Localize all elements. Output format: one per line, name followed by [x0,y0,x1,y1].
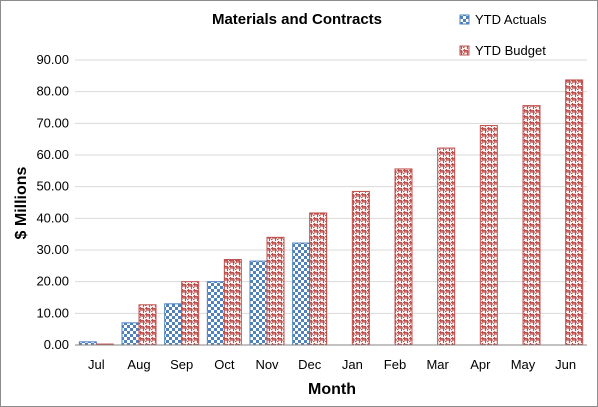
legend-item-budget: YTD Budget [459,43,546,58]
y-tick-label: 10.00 [36,305,69,320]
legend-item-actuals: YTD Actuals [459,12,547,27]
y-tick-label: 60.00 [36,147,69,162]
x-tick-label: Nov [255,357,279,372]
x-tick-label: Mar [426,357,449,372]
legend-swatch-budget [459,45,470,56]
y-tick-label: 40.00 [36,210,69,225]
bar-budget-feb [394,168,413,346]
bar-budget-mar [437,147,456,346]
x-tick-label: Jun [555,357,576,372]
y-axis-title: $ Millions [13,166,30,239]
legend-swatch-actuals [459,14,470,25]
legend-label-actuals: YTD Actuals [475,12,547,27]
legend-label-budget: YTD Budget [475,43,546,58]
y-tick-label: 50.00 [36,179,69,194]
bar-actuals-oct [206,281,225,346]
bar-budget-sep [181,281,200,346]
y-tick-label: 30.00 [36,242,69,257]
x-tick-label: Feb [384,357,406,372]
x-tick-labels: Jul Aug Sep Oct Nov Dec Jan Feb Mar Apr May Jun [88,357,576,372]
y-tick-label: 80.00 [36,84,69,99]
x-tick-label: Oct [214,357,235,372]
bar-budget-aug [138,304,157,346]
y-tick-label: 20.00 [36,274,69,289]
chart-title: Materials and Contracts [212,11,382,28]
x-tick-label: May [511,357,536,372]
y-tick-labels: 0.00 10.00 20.00 30.00 40.00 50.00 60.00 70.00 8… [36,52,69,352]
gridlines [75,59,587,314]
bar-actuals-dec [292,242,311,346]
bar-budget-apr [479,125,498,346]
x-tick-label: Sep [170,357,193,372]
bar-budget-may [522,105,541,346]
bar-budget-nov [266,236,285,346]
x-tick-label: Jan [342,357,363,372]
bar-budget-jan [351,190,370,346]
bar-actuals-aug [121,322,140,346]
legend: YTD Actuals YTD Budget [459,12,547,58]
bar-budget-oct [223,259,242,346]
x-tick-label: Jul [88,357,105,372]
x-tick-label: Apr [470,357,491,372]
y-tick-label: 0.00 [44,337,69,352]
x-tick-label: Aug [127,357,150,372]
bars [78,79,584,346]
bar-actuals-sep [164,303,183,346]
x-axis-title: Month [308,381,356,398]
y-tick-label: 70.00 [36,115,69,130]
bar-actuals-nov [249,260,268,346]
x-tick-label: Dec [298,357,322,372]
y-tick-label: 90.00 [36,52,69,67]
bar-budget-dec [309,212,328,346]
bar-budget-jun [565,79,584,346]
